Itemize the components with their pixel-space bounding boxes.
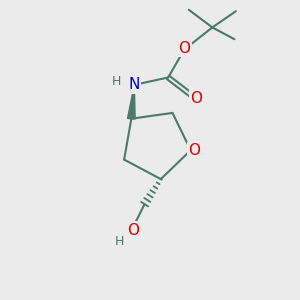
Text: N: N [129,77,140,92]
Text: O: O [190,91,202,106]
Text: H: H [114,235,124,248]
Text: O: O [127,223,139,238]
Text: H: H [111,75,121,88]
Text: O: O [178,40,190,56]
Text: O: O [188,143,200,158]
Polygon shape [128,85,135,119]
